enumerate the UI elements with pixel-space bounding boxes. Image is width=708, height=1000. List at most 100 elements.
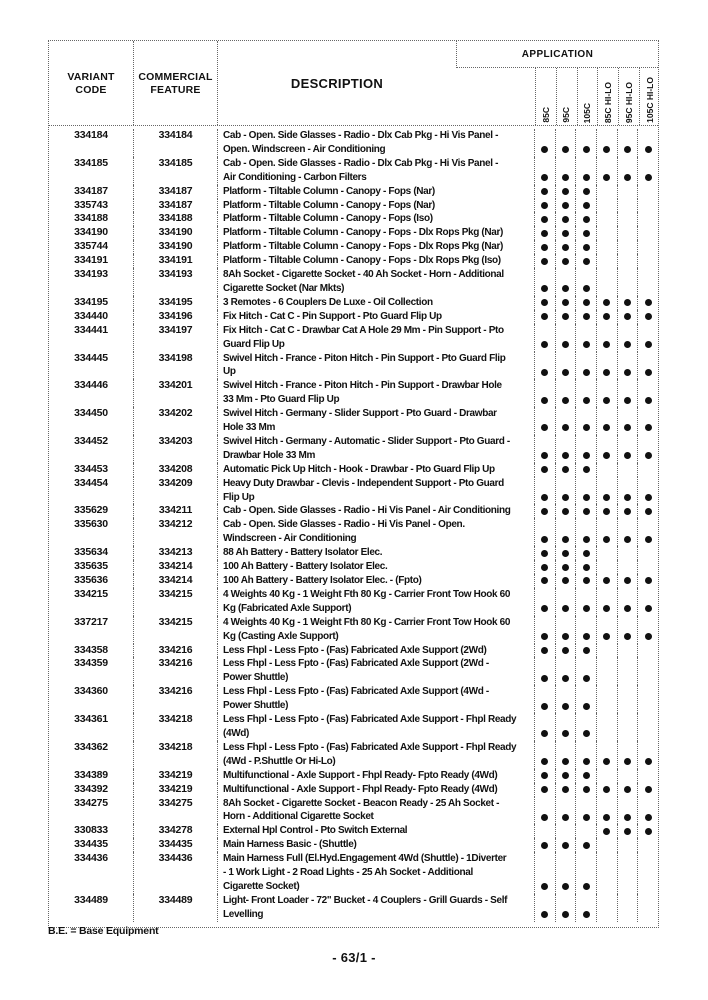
variant-code-cell: 334392 (49, 782, 134, 797)
application-cell (535, 129, 556, 157)
description-line: Less Fhpl - Less Fpto - (Fas) Fabricated… (223, 741, 517, 753)
application-cell (556, 643, 577, 658)
description-line: Platform - Tiltable Column - Canopy - Fo… (223, 255, 501, 267)
variant-code-cell: 330833 (49, 824, 134, 839)
application-dot (582, 146, 590, 154)
application-cell (597, 685, 618, 714)
application-cell (556, 768, 577, 783)
description-line: Levelling (223, 908, 264, 920)
application-column-label: 105C HI-LO (644, 77, 655, 123)
application-cell (638, 685, 658, 713)
application-cell (535, 518, 556, 547)
application-dot (603, 493, 611, 501)
application-cell (535, 768, 556, 783)
application-cell (618, 504, 639, 519)
description-line: Fix Hitch - Cat C - Pin Support - Pto Gu… (223, 310, 442, 322)
application-cell (618, 518, 639, 547)
description-cell: Multifunctional - Axle Support - Fhpl Re… (218, 782, 535, 797)
application-cell (535, 323, 556, 352)
application-cell (638, 407, 658, 435)
description-line: Swivel Hitch - France - Piton Hitch - Pi… (223, 352, 506, 364)
application-dot (644, 577, 652, 585)
commercial-feature-label-line2: FEATURE (150, 83, 201, 96)
application-dot (624, 174, 632, 182)
application-cells (535, 782, 658, 797)
variant-code-cell: 334440 (49, 309, 134, 324)
application-cell (638, 324, 658, 352)
application-dot (644, 813, 652, 821)
variant-code-cell: 334441 (49, 323, 134, 352)
application-dot (603, 299, 611, 307)
application-dot (644, 368, 652, 376)
application-cell (556, 156, 577, 185)
application-dot (562, 577, 569, 585)
application-dot (562, 201, 569, 209)
application-dot (582, 341, 590, 348)
description-cell: Cab - Open. Side Glasses - Radio - Hi Vi… (218, 504, 535, 519)
application-cell (535, 407, 556, 435)
description-cell: Cab - Open. Side Glasses - Radio - Dlx C… (218, 129, 535, 157)
application-cells (535, 240, 658, 255)
application-cell (576, 351, 598, 380)
application-dot (603, 341, 611, 348)
commercial-feature-cell: 334219 (134, 782, 218, 797)
commercial-feature-cell: 334275 (134, 796, 218, 825)
variant-code-cell: 335744 (49, 240, 134, 255)
application-dot (562, 535, 569, 543)
commercial-feature-cell: 334208 (134, 462, 218, 477)
commercial-feature-cell: 334211 (134, 504, 218, 519)
table-row: 334436 334436 Main Harness Full (El.Hyd.En… (49, 852, 658, 894)
application-cell (618, 824, 639, 839)
application-dot (624, 813, 632, 821)
table-row: 334361 334218 Less Fhpl - Less Fpto - (Fas… (49, 713, 658, 741)
application-cell (535, 184, 556, 199)
application-dot (603, 827, 611, 835)
application-cell (556, 852, 577, 894)
application-cell (556, 518, 577, 547)
table-row: 335635 334214 100 Ah Battery - Battery Iso… (49, 560, 658, 574)
application-dot (582, 633, 590, 641)
application-cell (618, 782, 639, 797)
application-dot (541, 786, 549, 793)
application-cell (556, 462, 577, 477)
page-number: - 63/1 - (332, 950, 376, 965)
application-cells (535, 476, 658, 505)
application-cell (535, 434, 556, 463)
application-cells (535, 254, 658, 269)
application-cell (638, 504, 658, 518)
variant-code-cell: 334452 (49, 434, 134, 463)
table-row: 335629 334211 Cab - Open. Side Glasses - R… (49, 504, 658, 519)
application-dot (644, 633, 652, 641)
application-cell (576, 504, 598, 519)
application-cell (638, 352, 658, 380)
application-dot (644, 174, 652, 182)
application-cell (535, 295, 556, 310)
application-column-label: 85C HI-LO (603, 81, 614, 123)
application-cell (556, 184, 577, 199)
application-cell (638, 518, 658, 546)
application-dot (562, 549, 569, 557)
description-cell: Swivel Hitch - Germany - Slider Support … (218, 407, 535, 435)
description-line: 8Ah Socket - Cigarette Socket - Beacon R… (223, 797, 500, 809)
description-line: Kg (Casting Axle Support) (223, 630, 339, 642)
application-cell (638, 644, 658, 658)
commercial-feature-cell: 334196 (134, 309, 218, 324)
application-cells (535, 560, 658, 574)
application-cell (638, 268, 658, 296)
application-cell (556, 476, 577, 505)
description-line: Swivel Hitch - France - Piton Hitch - Pi… (223, 380, 502, 392)
description-line: Light- Front Loader - 72" Bucket - 4 Cou… (223, 894, 508, 906)
application-cell (535, 546, 556, 561)
application-dot (562, 605, 569, 613)
application-cell (597, 768, 618, 783)
application-cell (576, 587, 598, 616)
application-dot (582, 841, 590, 849)
description-line: Main Harness Full (El.Hyd.Engagement 4Wd… (223, 853, 507, 865)
application-dot (624, 507, 632, 515)
commercial-feature-cell: 334216 (134, 657, 218, 686)
description-line: Windscreen - Air Conditioning (223, 533, 357, 545)
table-row: 334362 334218 Less Fhpl - Less Fpto - (Fas… (49, 740, 658, 769)
table-row: 330833 334278 External Hpl Control - Pto S… (49, 824, 658, 839)
application-dot (582, 396, 590, 404)
application-cell (535, 796, 556, 825)
